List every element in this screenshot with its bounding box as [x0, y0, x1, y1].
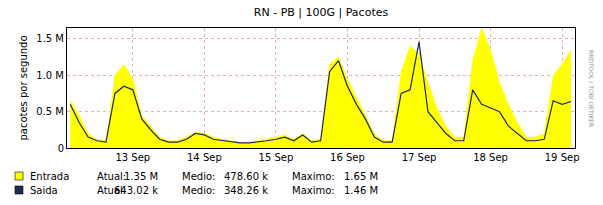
svg-text:Atual:: Atual: — [97, 185, 126, 196]
svg-text:478.60 k: 478.60 k — [224, 171, 268, 182]
svg-text:0.5 M: 0.5 M — [36, 106, 64, 117]
svg-text:1.65 M: 1.65 M — [344, 171, 378, 182]
svg-text:RN - PB | 100G | Pacotes: RN - PB | 100G | Pacotes — [254, 6, 389, 19]
svg-text:13 Sep: 13 Sep — [115, 152, 150, 163]
svg-text:17 Sep: 17 Sep — [402, 152, 437, 163]
svg-text:Medio:: Medio: — [182, 171, 215, 182]
svg-text:16 Sep: 16 Sep — [330, 152, 365, 163]
svg-text:RRDTOOL / TOBI OETIKER: RRDTOOL / TOBI OETIKER — [588, 50, 595, 127]
svg-text:19 Sep: 19 Sep — [545, 152, 580, 163]
svg-text:Medio:: Medio: — [182, 185, 215, 196]
svg-text:14 Sep: 14 Sep — [187, 152, 222, 163]
svg-text:348.26 k: 348.26 k — [224, 185, 268, 196]
svg-text:1.35 M: 1.35 M — [124, 171, 158, 182]
svg-text:643.02 k: 643.02 k — [114, 185, 158, 196]
svg-text:1.0 M: 1.0 M — [36, 70, 64, 81]
svg-text:Atual:: Atual: — [97, 171, 126, 182]
svg-text:15 Sep: 15 Sep — [259, 152, 294, 163]
svg-text:Entrada: Entrada — [30, 171, 69, 182]
svg-text:Maximo:: Maximo: — [292, 171, 335, 182]
svg-text:1.5 M: 1.5 M — [36, 33, 64, 44]
svg-text:Maximo:: Maximo: — [292, 185, 335, 196]
svg-text:pacotes por segundo: pacotes por segundo — [18, 35, 29, 140]
svg-text:Saida: Saida — [30, 185, 58, 196]
svg-text:0: 0 — [58, 143, 64, 154]
svg-text:1.46 M: 1.46 M — [344, 185, 378, 196]
svg-text:18 Sep: 18 Sep — [473, 152, 508, 163]
